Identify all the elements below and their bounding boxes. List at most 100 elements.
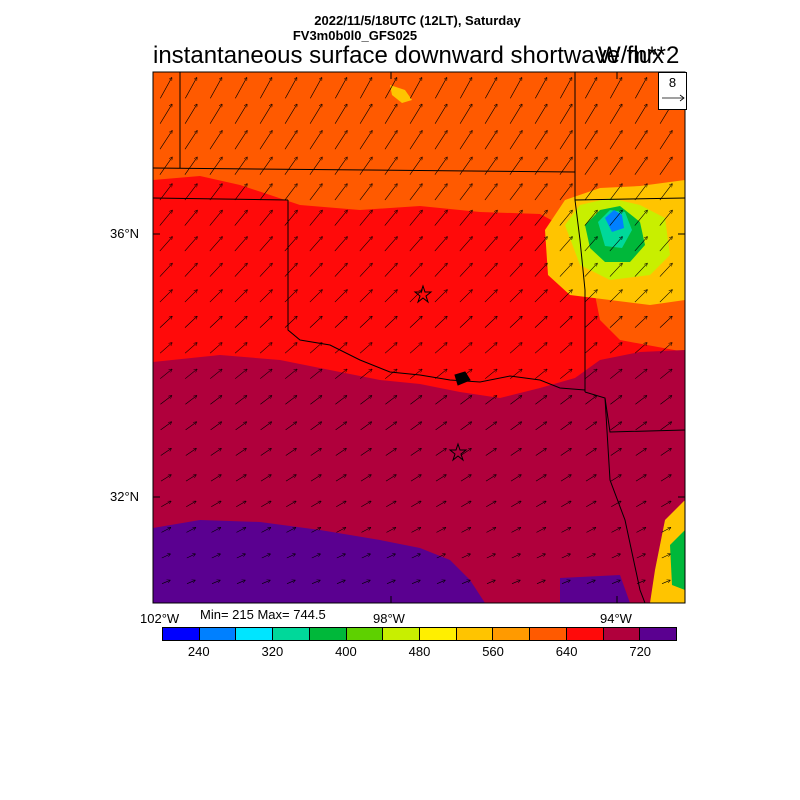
wind-vector bbox=[384, 290, 397, 303]
wind-vector bbox=[609, 290, 622, 303]
wind-vector bbox=[234, 104, 247, 124]
wind-vector bbox=[460, 449, 471, 456]
wind-vector bbox=[185, 369, 197, 379]
wind-vector bbox=[559, 237, 572, 252]
wind-vector bbox=[186, 554, 195, 559]
wind-vector bbox=[260, 369, 272, 379]
shortwave-flux-field bbox=[153, 72, 685, 603]
wind-vector bbox=[459, 157, 472, 175]
wind-vector bbox=[610, 449, 621, 456]
wind-vector bbox=[635, 449, 646, 456]
wind-vector bbox=[559, 290, 572, 303]
wind-vector bbox=[459, 104, 472, 124]
wind-vector bbox=[635, 78, 646, 99]
wind-vector bbox=[410, 396, 421, 405]
lon-label-94w: 94°W bbox=[600, 611, 632, 626]
wind-vector bbox=[360, 449, 371, 456]
wind-vector bbox=[535, 475, 546, 482]
wind-vector bbox=[184, 210, 197, 226]
wind-vector bbox=[584, 316, 597, 328]
wind-vector bbox=[511, 580, 520, 584]
wind-vector bbox=[634, 343, 647, 354]
wind-vector bbox=[360, 475, 371, 482]
wind-vector bbox=[459, 290, 472, 303]
wind-vector bbox=[436, 528, 446, 533]
wind-vector bbox=[286, 528, 296, 533]
model-name-title: FV3m0b0l0_GFS025 bbox=[292, 28, 418, 43]
min-max-label: Min= 215 Max= 744.5 bbox=[200, 607, 326, 622]
wind-vector bbox=[310, 396, 321, 405]
wind-vector bbox=[285, 369, 297, 379]
wind-vector bbox=[509, 316, 522, 328]
wind-vector bbox=[534, 131, 547, 150]
wind-vector bbox=[334, 343, 347, 354]
wind-vector bbox=[484, 263, 497, 277]
wind-vector bbox=[159, 157, 172, 175]
wind-vector bbox=[186, 528, 196, 533]
wind-vector bbox=[434, 343, 447, 354]
wind-vector bbox=[259, 184, 272, 201]
wind-vector bbox=[385, 396, 396, 405]
wind-vector bbox=[360, 422, 372, 431]
wind-vector bbox=[185, 422, 197, 431]
wind-vector bbox=[260, 396, 271, 405]
wind-vector bbox=[536, 501, 546, 507]
wind-vector bbox=[584, 157, 597, 175]
wind-vector bbox=[210, 422, 222, 431]
wind-vector bbox=[159, 290, 172, 303]
wind-vector bbox=[260, 449, 271, 456]
wind-vector bbox=[234, 343, 247, 354]
forecast-date-title: 2022/11/5/18UTC (12LT), Saturday bbox=[314, 13, 521, 28]
wind-vector bbox=[259, 343, 272, 354]
wind-vector bbox=[534, 263, 547, 277]
wind-vector bbox=[609, 131, 622, 150]
wind-vector bbox=[159, 210, 172, 226]
wind-vector bbox=[609, 237, 622, 252]
wind-vector bbox=[560, 475, 571, 482]
wind-vector bbox=[359, 184, 372, 201]
wind-vector bbox=[284, 131, 297, 150]
wind-vector bbox=[384, 343, 397, 354]
wind-vector bbox=[210, 78, 221, 99]
wind-vector bbox=[636, 501, 646, 507]
wind-vector bbox=[259, 263, 272, 277]
wind-vector bbox=[336, 528, 346, 533]
wind-vector bbox=[261, 554, 270, 559]
wind-vector bbox=[384, 131, 397, 150]
wind-vector bbox=[660, 369, 672, 379]
colorbar-tick-label: 480 bbox=[408, 644, 431, 659]
wind-vector bbox=[584, 210, 597, 226]
wind-vector bbox=[460, 396, 471, 405]
wind-vector bbox=[234, 316, 247, 328]
star-marker bbox=[448, 442, 468, 462]
wind-vector bbox=[361, 580, 370, 584]
wind-vector bbox=[509, 104, 522, 124]
wind-vector bbox=[209, 210, 222, 226]
wind-vector bbox=[509, 237, 522, 252]
colorbar-tick-label: 720 bbox=[629, 644, 652, 659]
wind-vector bbox=[461, 528, 471, 533]
wind-vector bbox=[361, 501, 371, 507]
wind-vector bbox=[336, 580, 345, 584]
wind-vector bbox=[360, 396, 371, 405]
wind-vector bbox=[461, 501, 471, 507]
wind-vector bbox=[659, 131, 672, 150]
wind-vector bbox=[334, 290, 347, 303]
wind-vector bbox=[459, 343, 472, 354]
wind-vector bbox=[609, 184, 622, 201]
wind-vector bbox=[159, 263, 172, 277]
wind-vector bbox=[359, 210, 372, 226]
wind-vector bbox=[184, 131, 197, 150]
wind-vector bbox=[409, 210, 422, 226]
wind-vector bbox=[184, 157, 197, 175]
colorbar-tick-label: 400 bbox=[335, 644, 357, 659]
wind-vector bbox=[261, 528, 271, 533]
wind-vector bbox=[260, 78, 271, 99]
wind-vector bbox=[411, 580, 420, 584]
wind-vector bbox=[634, 263, 647, 277]
wind-vector bbox=[334, 210, 347, 226]
wind-vector bbox=[211, 554, 220, 559]
wind-vector bbox=[159, 316, 172, 328]
wind-vector bbox=[210, 475, 221, 482]
wind-vector bbox=[459, 263, 472, 277]
